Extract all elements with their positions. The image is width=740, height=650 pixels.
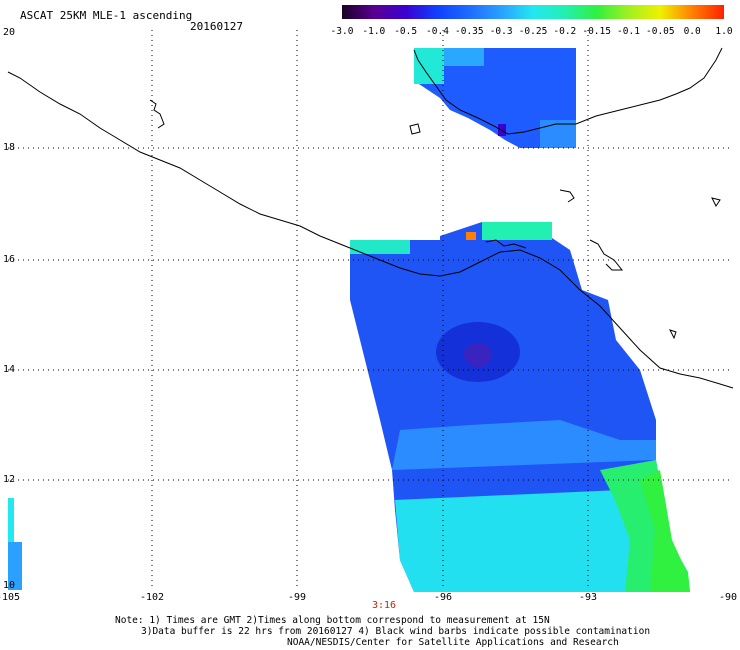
y-label-3: 14 [3,364,16,375]
colorbar-label: -1.0 [362,26,386,37]
colorbar [342,5,724,19]
colorbar-label: -0.35 [455,26,484,37]
note-line-2: 3)Data buffer is 22 hrs from 20160127 4)… [141,626,651,637]
swath-north [414,48,576,148]
colorbar-label: -3.0 [330,26,354,37]
y-label-2: 16 [3,254,16,265]
swath-south [350,222,690,592]
map-title: ASCAT 25KM MLE-1 ascending [20,9,193,22]
y-label-5: 10 [3,580,16,591]
colorbar-label: -0.25 [518,26,548,37]
x-label-0: -105 [0,592,21,603]
colorbar-label: -0.3 [489,26,513,37]
map-date: 20160127 [190,20,243,33]
x-label-2: -99 [287,592,307,603]
grid [8,30,733,590]
y-label-4: 12 [3,474,16,485]
coastline [7,47,734,389]
note-line-3: NOAA/NESDIS/Center for Satellite Applica… [287,637,619,648]
colorbar-label: -0.05 [646,26,675,37]
colorbar-label: 0.0 [683,26,701,37]
x-label-4: -93 [578,592,598,603]
colorbar-label: -0.15 [582,26,611,37]
colorbar-label: -0.4 [426,26,449,37]
colorbar-label: 1.0 [715,26,733,37]
swath-west-edge [8,498,22,590]
colorbar-label: -0.5 [394,26,418,37]
time-marker: 3:16 [372,600,397,611]
colorbar-label: -0.2 [553,26,577,37]
note-line-1: Note: 1) Times are GMT 2)Times along bot… [115,615,550,626]
y-label-0: 20 [3,27,16,38]
colorbar-label: -0.1 [617,26,640,37]
y-label-1: 18 [3,142,16,153]
x-label-3: -96 [433,592,453,603]
x-label-5: -90 [718,592,738,603]
x-label-1: -102 [139,592,165,603]
